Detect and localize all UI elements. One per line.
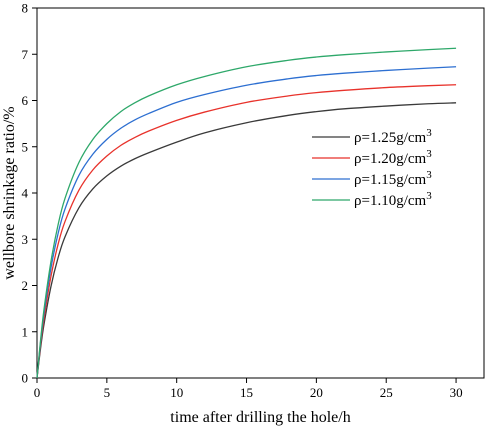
series-line bbox=[36, 84, 457, 379]
legend-label-text: ρ=1.10g/cm bbox=[354, 193, 427, 209]
x-tick-label: 30 bbox=[450, 385, 463, 400]
series-line bbox=[36, 66, 457, 379]
series-line bbox=[36, 102, 457, 379]
y-tick-label: 5 bbox=[22, 139, 29, 154]
x-axis: 0 5 10 15 20 25 30 bbox=[34, 378, 463, 400]
legend-label: ρ=1.20g/cm3 bbox=[354, 148, 432, 167]
series-lines bbox=[36, 47, 457, 379]
x-tick-label: 20 bbox=[310, 385, 323, 400]
x-tick-label: 15 bbox=[240, 385, 253, 400]
x-axis-title: time after drilling the hole/h bbox=[170, 409, 350, 426]
legend-label: ρ=1.10g/cm3 bbox=[354, 190, 432, 209]
legend-label-superscript: 3 bbox=[426, 190, 432, 202]
y-axis-title: wellbore shrinkage ratio/% bbox=[1, 106, 18, 279]
y-tick-label: 0 bbox=[22, 371, 29, 386]
x-tick-label: 0 bbox=[34, 385, 41, 400]
y-tick-label: 8 bbox=[22, 1, 29, 16]
series-line bbox=[36, 47, 457, 379]
legend-label: ρ=1.25g/cm3 bbox=[354, 127, 432, 146]
legend-label: ρ=1.15g/cm3 bbox=[354, 169, 432, 188]
y-tick-label: 6 bbox=[22, 93, 29, 108]
x-tick-label: 5 bbox=[104, 385, 111, 400]
y-tick-label: 7 bbox=[22, 47, 29, 62]
x-tick-label: 10 bbox=[170, 385, 183, 400]
y-tick-label: 4 bbox=[22, 186, 29, 201]
y-tick-label: 2 bbox=[22, 278, 29, 293]
y-tick-label: 1 bbox=[22, 324, 29, 339]
y-tick-label: 3 bbox=[22, 232, 29, 247]
y-axis: 0 1 2 3 4 5 6 7 8 bbox=[22, 1, 37, 386]
x-tick-label: 25 bbox=[380, 385, 393, 400]
legend: ρ=1.25g/cm3ρ=1.20g/cm3ρ=1.15g/cm3ρ=1.10g… bbox=[312, 127, 432, 209]
legend-label-text: ρ=1.20g/cm bbox=[354, 151, 427, 167]
legend-label-superscript: 3 bbox=[426, 169, 432, 181]
legend-label-text: ρ=1.15g/cm bbox=[354, 172, 427, 188]
legend-label-superscript: 3 bbox=[426, 148, 432, 160]
legend-label-superscript: 3 bbox=[426, 127, 432, 139]
legend-label-text: ρ=1.25g/cm bbox=[354, 130, 427, 146]
